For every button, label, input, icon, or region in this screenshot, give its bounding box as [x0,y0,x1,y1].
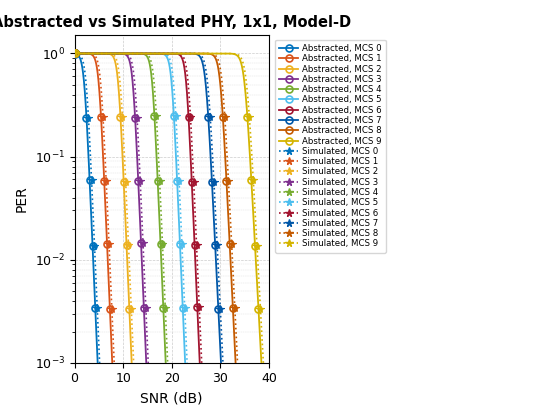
X-axis label: SNR (dB): SNR (dB) [141,391,203,405]
Y-axis label: PER: PER [15,186,29,213]
Title: Abstracted vs Simulated PHY, 1x1, Model-D: Abstracted vs Simulated PHY, 1x1, Model-… [0,15,351,30]
Legend: Abstracted, MCS 0, Abstracted, MCS 1, Abstracted, MCS 2, Abstracted, MCS 3, Abst: Abstracted, MCS 0, Abstracted, MCS 1, Ab… [275,39,386,253]
